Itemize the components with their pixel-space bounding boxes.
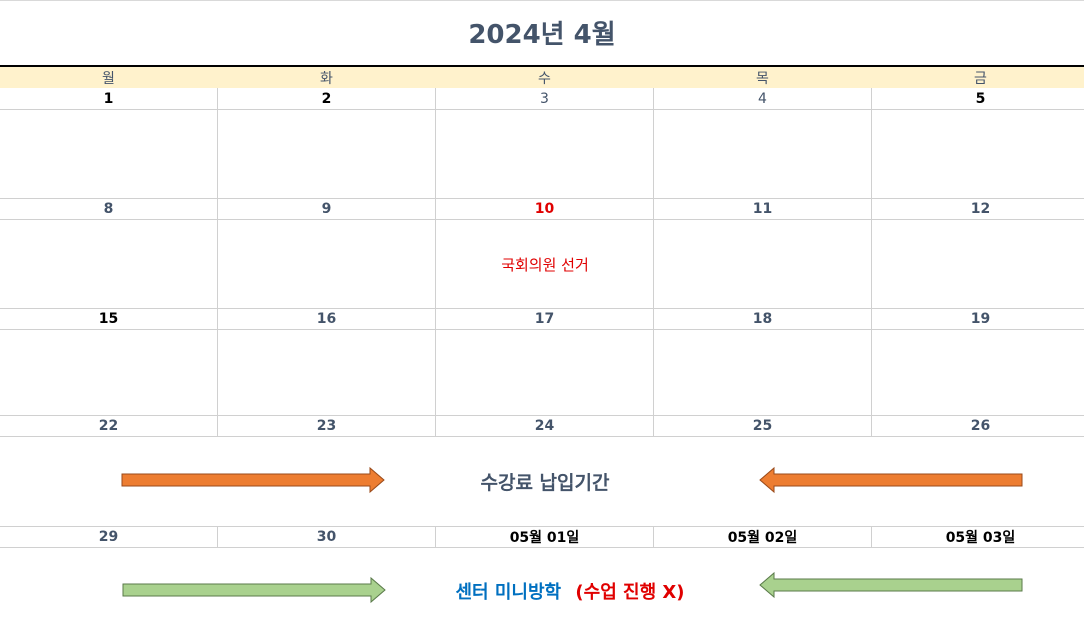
week-3-date-row: 15 16 17 18 19	[0, 308, 1084, 330]
grid-line	[435, 308, 436, 415]
date-cell[interactable]: 1	[103, 90, 114, 107]
mini-break-label: 센터 미니방학	[455, 582, 562, 603]
grid-line	[653, 88, 654, 198]
grid-line	[653, 308, 654, 415]
date-cell[interactable]: 29	[98, 528, 119, 545]
date-cell[interactable]: 12	[970, 200, 991, 217]
header-divider	[0, 65, 1084, 67]
week-1-body[interactable]	[0, 110, 1084, 199]
mini-break-event: 센터 미니방학 (수업 진행 X)	[380, 578, 760, 604]
week-4-date-row: 22 23 24 25 26	[0, 415, 1084, 437]
date-cell[interactable]: 11	[752, 200, 773, 217]
weekday-tue: 화	[320, 70, 333, 87]
date-cell[interactable]: 30	[316, 528, 337, 545]
date-cell[interactable]: 16	[316, 310, 337, 327]
grid-line	[871, 198, 872, 308]
date-cell[interactable]: 18	[752, 310, 773, 327]
date-cell-holiday[interactable]: 10	[534, 200, 555, 217]
grid-line	[871, 88, 872, 198]
week-2-body[interactable]	[0, 220, 1084, 309]
date-cell[interactable]: 4	[758, 90, 767, 107]
right-arrow-orange-icon	[121, 466, 385, 494]
date-cell[interactable]: 2	[321, 90, 332, 107]
date-cell[interactable]: 25	[752, 417, 773, 434]
date-cell[interactable]: 24	[534, 417, 555, 434]
date-cell[interactable]: 26	[970, 417, 991, 434]
date-cell[interactable]: 3	[540, 90, 549, 107]
calendar-title: 2024년 4월	[468, 20, 616, 50]
week-3-body[interactable]	[0, 330, 1084, 416]
date-cell[interactable]: 23	[316, 417, 337, 434]
grid-line	[653, 198, 654, 308]
date-cell[interactable]: 17	[534, 310, 555, 327]
left-arrow-green-icon	[759, 571, 1023, 599]
date-cell[interactable]: 05월 01일	[509, 529, 580, 546]
no-class-label: (수업 진행 X)	[575, 582, 685, 603]
grid-line	[871, 308, 872, 415]
tuition-period-label: 수강료 납입기간	[480, 472, 610, 494]
date-cell[interactable]: 15	[98, 310, 119, 327]
grid-line	[435, 526, 436, 548]
date-cell[interactable]: 05월 03일	[945, 529, 1016, 546]
date-cell[interactable]: 19	[970, 310, 991, 327]
top-border-line	[0, 0, 1084, 1]
grid-line	[435, 198, 436, 308]
grid-line	[653, 415, 654, 437]
weekday-header-row: 월 화 수 목 금	[0, 67, 1084, 88]
grid-line	[217, 526, 218, 548]
date-cell[interactable]: 5	[975, 90, 986, 107]
grid-line	[435, 415, 436, 437]
grid-line	[217, 308, 218, 415]
grid-line	[653, 526, 654, 548]
grid-line	[217, 198, 218, 308]
weekday-wed: 수	[538, 70, 551, 87]
grid-line	[217, 415, 218, 437]
election-event-label: 국회의원 선거	[501, 256, 589, 274]
grid-line	[435, 88, 436, 198]
left-arrow-orange-icon	[759, 466, 1023, 494]
weekday-mon: 월	[102, 70, 115, 87]
grid-line	[871, 415, 872, 437]
date-cell[interactable]: 9	[321, 200, 332, 217]
grid-line	[871, 526, 872, 548]
week-1-date-row: 1 2 3 4 5	[0, 88, 1084, 110]
grid-line	[217, 88, 218, 198]
date-cell[interactable]: 05월 02일	[727, 529, 798, 546]
date-cell[interactable]: 8	[103, 200, 114, 217]
date-cell[interactable]: 22	[98, 417, 119, 434]
right-arrow-green-icon	[122, 576, 386, 604]
weekday-fri: 금	[974, 70, 987, 87]
weekday-thu: 목	[756, 70, 769, 87]
week-5-date-row: 29 30 05월 01일 05월 02일 05월 03일	[0, 526, 1084, 548]
week-4-body[interactable]	[0, 437, 1084, 527]
week-2-date-row: 8 9 10 11 12	[0, 198, 1084, 220]
